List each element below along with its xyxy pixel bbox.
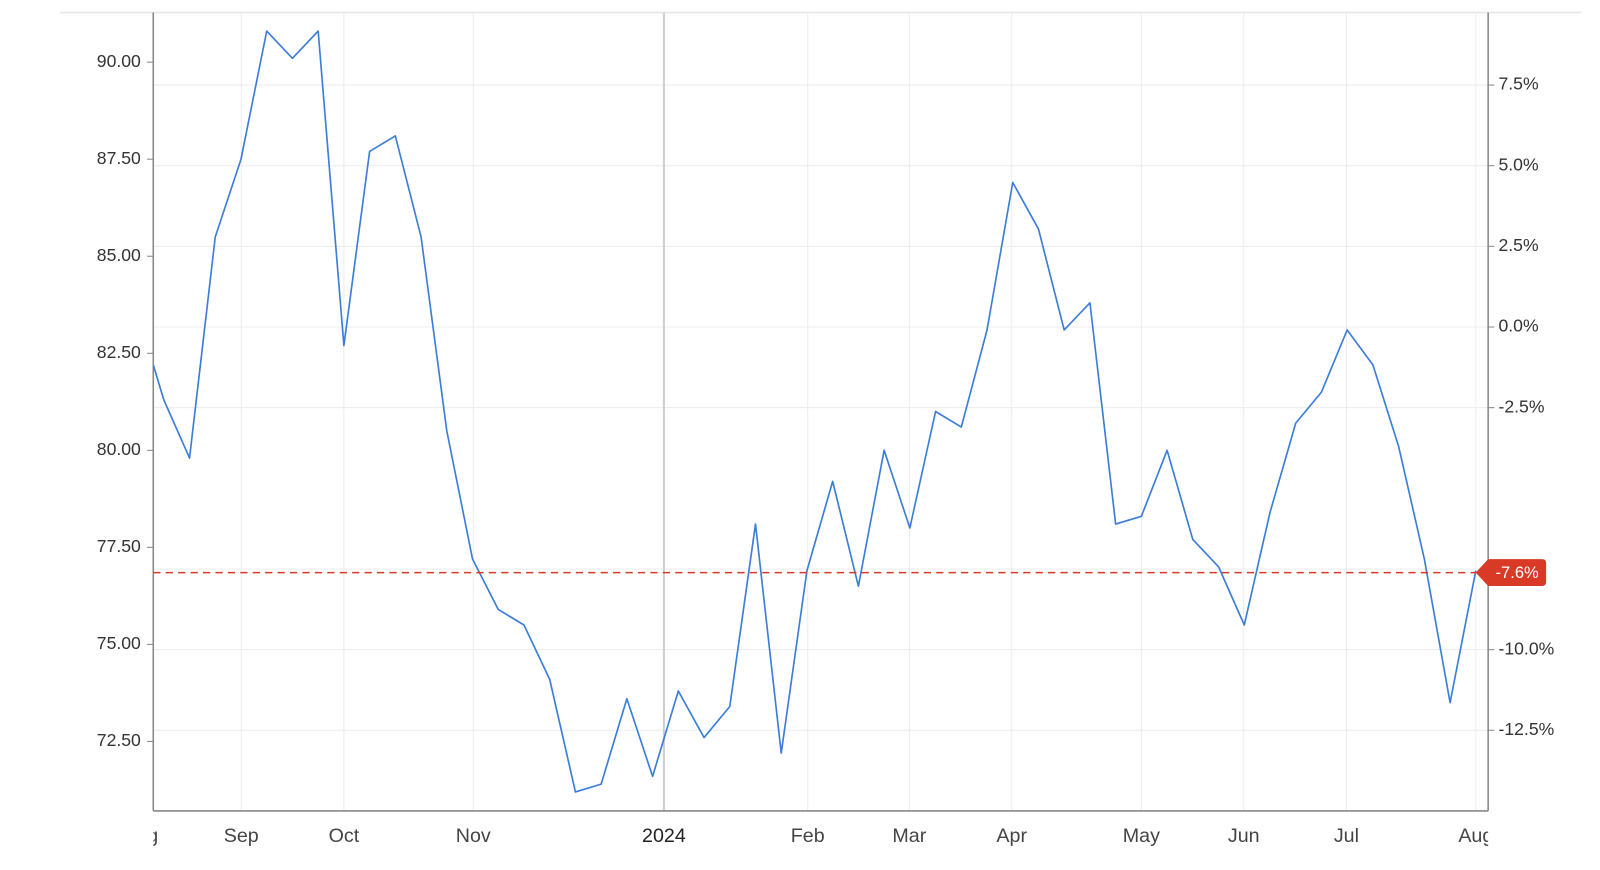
x-tick-label: Apr (996, 825, 1027, 847)
y-tick-label: 85.00 (97, 245, 141, 265)
x-tick-label: Aug (1458, 825, 1493, 847)
x-tick-label: May (1123, 825, 1160, 847)
y2-tick-label: -12.5% (1499, 719, 1555, 739)
reference-label: -7.6% (1496, 563, 1540, 582)
x-tick-label: Oct (329, 825, 360, 847)
x-tick-label: Nov (456, 825, 491, 847)
x-labels: Aug Sep Oct Nov 2024 Feb Mar Apr May Jun Jul Aug (123, 825, 1493, 847)
price-line (153, 30, 1477, 793)
x-tick-label: 2024 (642, 825, 686, 847)
y-tick-label: 75.00 (97, 633, 141, 653)
y-tick-label: 90.00 (97, 51, 141, 71)
plot (153, 30, 1477, 793)
x-tick-label: Sep (224, 825, 259, 847)
x-tick-label: Jun (1228, 825, 1260, 847)
y2-tick-label: -2.5% (1499, 396, 1545, 416)
x-tick-label: Jul (1334, 825, 1359, 847)
y2-tick-label: -10.0% (1499, 638, 1555, 658)
y2-tick-label: 7.5% (1499, 74, 1539, 94)
y-tick-label: 77.50 (97, 536, 141, 556)
y2-tick-label: 2.5% (1499, 235, 1539, 255)
x-tick-label: Mar (892, 825, 926, 847)
y-tick-label: 80.00 (97, 439, 141, 459)
y2-tick-label: 0.0% (1499, 316, 1539, 336)
y-tick-label: 87.50 (97, 148, 141, 168)
y2-tick-label: 5.0% (1499, 154, 1539, 174)
x-tick-label: Feb (791, 825, 825, 847)
y-tick-label: 72.50 (97, 730, 141, 750)
y-tick-label: 82.50 (97, 342, 141, 362)
x-tick-label: Aug (123, 825, 158, 847)
reference-badge (1475, 559, 1547, 587)
